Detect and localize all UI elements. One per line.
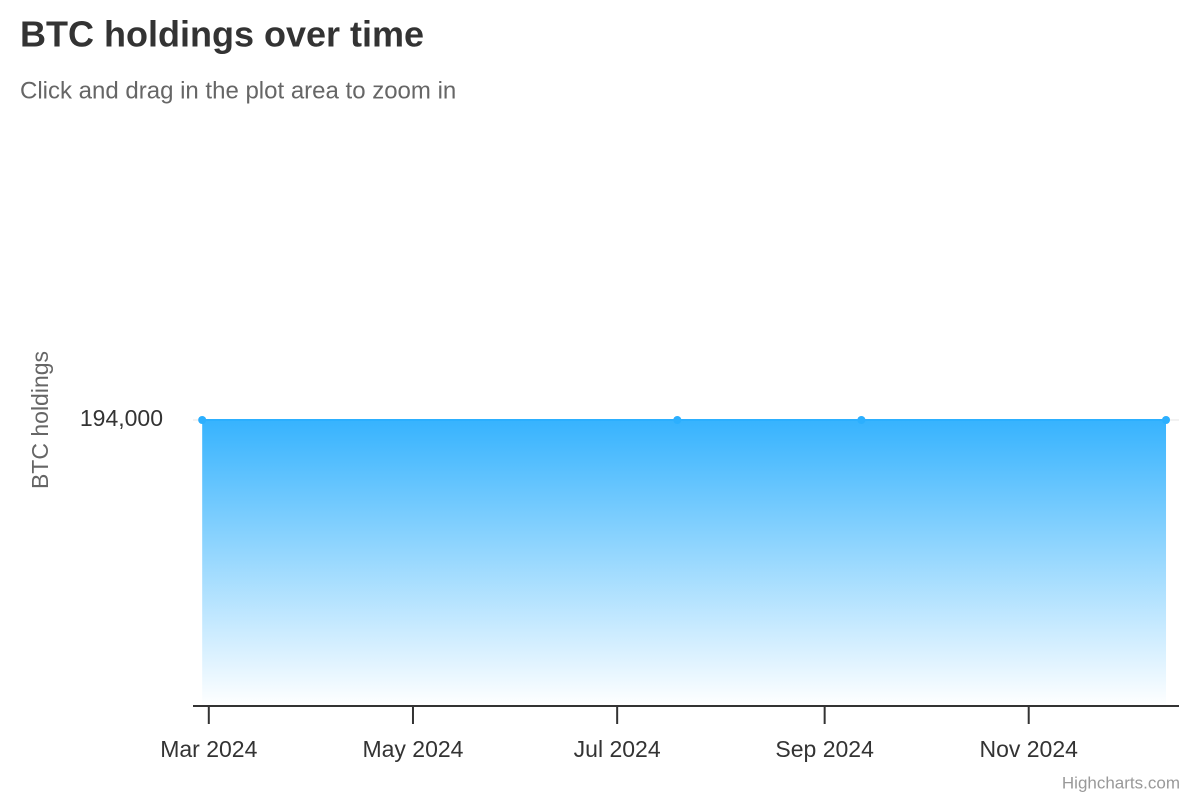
credit[interactable]: Highcharts.com <box>1062 773 1180 792</box>
y-tick-label: 194,000 <box>80 405 163 431</box>
x-tick-label: May 2024 <box>362 736 463 762</box>
point-marker <box>673 416 682 424</box>
point-marker <box>1162 416 1171 424</box>
chart-title: BTC holdings over time <box>20 14 424 55</box>
area-fill <box>202 420 1167 706</box>
chart-subtitle: Click and drag in the plot area to zoom … <box>20 77 456 104</box>
x-tick-label: Nov 2024 <box>979 736 1078 762</box>
x-tick-label: Sep 2024 <box>775 736 874 762</box>
point-marker <box>198 416 207 424</box>
x-tick-label: Mar 2024 <box>160 736 257 762</box>
x-tick-label: Jul 2024 <box>574 736 661 762</box>
point-marker <box>857 416 866 424</box>
y-axis-title: BTC holdings <box>27 351 53 489</box>
